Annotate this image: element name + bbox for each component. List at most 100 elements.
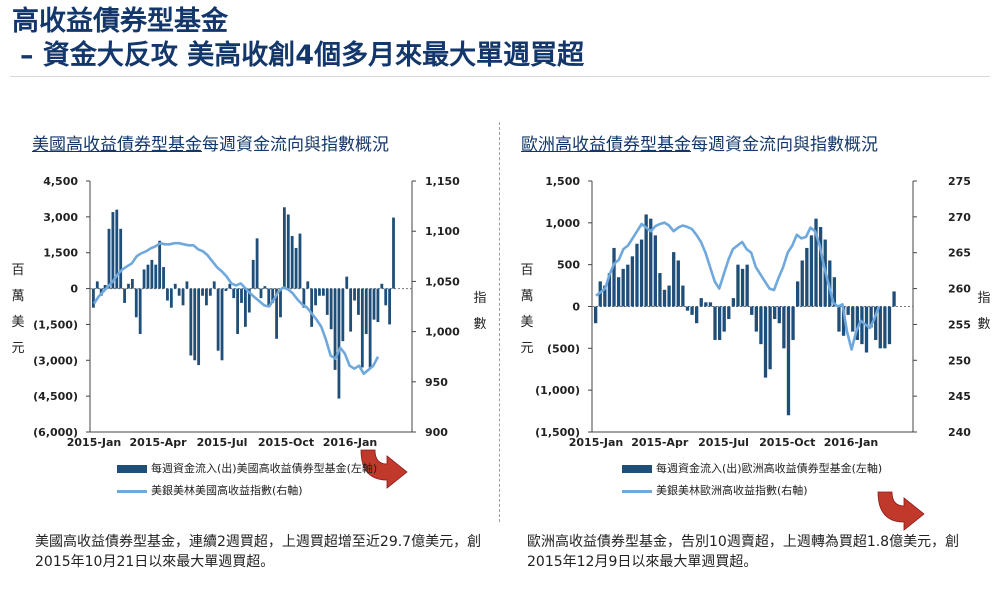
flow-bar [736,264,740,307]
right-legend-line-label: 美銀美林歐洲高收益指數(右軸) [656,484,808,497]
flow-bar [860,306,864,345]
legend-bar-swatch [117,465,147,473]
flow-bar [658,273,662,307]
left-tick-label: (3,000) [33,354,78,367]
left-tick-label: (1,000) [535,384,580,397]
flow-bar [333,288,337,370]
left-caption: 美國高收益債券型基金，連續2週買超，上週買超增至近29.7億美元，創2015年1… [35,534,482,570]
flow-bar [621,268,625,307]
reversal-arrow-shape [877,491,925,531]
right-chart-right-axis-label: 指 數 [976,286,992,338]
flow-bar [208,288,212,296]
flow-bar [685,306,690,311]
flow-bar [864,306,869,353]
flow-bar [717,306,722,340]
left-tick-label: (500) [547,342,580,355]
flow-bar [892,291,896,307]
reversal-arrow-icon [877,491,925,531]
flow-bar [695,306,699,324]
flow-bar [162,267,165,289]
flow-bar [841,306,846,336]
flow-bar [197,288,201,366]
flow-bar [177,288,181,296]
x-tick-label: 2015-Apr [631,436,689,449]
flow-bar [662,289,667,307]
left-tick-label: 3,000 [43,211,78,224]
flow-bar [201,288,204,296]
flow-bar [750,306,754,315]
flow-bar [341,288,345,342]
flow-bar [302,288,306,308]
europe-high-yield-chart: 1,500 1,000 500 0 (500) (1,000) (1,500) 275 270 2… [535,175,971,531]
x-tick-label: 2015-Oct [759,436,815,449]
x-tick-label: 2016-Jan [824,436,879,449]
left-panel-title: 美國高收益債券型基金每週資金流向與指數概況 [32,130,389,155]
index-line [595,221,881,351]
x-tick-label: 2016-Jan [323,436,378,449]
flow-bar [240,288,243,303]
flow-bar [138,288,142,334]
flow-bar [216,288,220,351]
us-high-yield-chart: 4,500 3,000 1,500 0 (1,500) (3,000) (4,500) (6,… [33,175,460,489]
right-panel-title: 歐洲高收益債券型基金每週資金流向與指數概況 [521,130,878,155]
right-tick-label: 260 [948,283,971,296]
flow-bar [376,288,380,323]
flow-bar [846,306,850,315]
flow-bar [883,306,887,349]
left-legend-bar-label: 每週資金流入(出)美國高收益債券型基金(左軸) [151,462,378,475]
flow-bar [878,306,882,349]
left-axis-char: 萬 [11,289,25,304]
flow-bar [357,288,360,315]
right-axis-char: 指 [977,291,991,306]
flow-bar [142,269,146,289]
flow-bar [232,288,236,299]
flow-bar [630,256,635,307]
right-tick-label: 275 [948,175,971,188]
flow-bar [818,227,823,307]
right-legend: 每週資金流入(出)歐洲高收益債券型基金(左軸) 美銀美林歐洲高收益指數(右軸) [622,458,882,502]
flow-bar [92,288,95,308]
left-tick-label: 0 [572,301,580,314]
flow-bar [185,281,189,289]
left-legend-bar-entry: 每週資金流入(出)美國高收益債券型基金(左軸) [117,458,377,480]
index-line [92,241,380,376]
flow-bar [166,288,169,301]
flow-bar [244,288,247,327]
reversal-arrow-shape [360,449,408,489]
flow-bar [255,238,259,289]
right-axis-char: 數 [977,317,991,332]
flow-bar [193,288,197,361]
flow-bar [251,259,255,289]
right-tick-label: 250 [948,354,971,367]
right-tick-label: 1,100 [425,225,460,238]
left-axis-char: 美 [520,315,534,330]
flow-bar [777,306,781,324]
flow-bar [704,302,708,307]
flow-bar [635,243,639,307]
page-title-line-1: 高收益債券型基金 [12,6,228,37]
left-axis-char: 百 [11,263,25,278]
x-tick-label: 2015-Jul [698,436,749,449]
right-tick-label: 1,050 [425,275,460,288]
flow-bar [345,276,349,289]
left-tick-label: (6,000) [33,426,78,439]
right-panel-title-rest: 每週資金流向與指數概況 [691,135,878,155]
flow-bar [290,235,294,289]
flow-bar [612,247,616,307]
right-tick-label: 265 [948,247,971,260]
flow-bar [115,209,119,289]
flow-bar [212,281,216,289]
flow-bar [731,298,736,307]
flow-bar [644,214,648,307]
flow-bar [594,306,598,324]
left-tick-label: 0 [70,283,78,296]
flow-bar [722,306,726,332]
flow-bar [740,268,745,307]
flow-bar [392,217,395,289]
left-chart-left-axis-label: 百 萬 美 元 [10,258,26,362]
left-axis-char: 美 [11,315,25,330]
left-tick-label: (1,500) [33,318,78,331]
flow-bar [306,281,310,289]
flow-bar [103,284,107,289]
flow-bar [259,288,263,299]
